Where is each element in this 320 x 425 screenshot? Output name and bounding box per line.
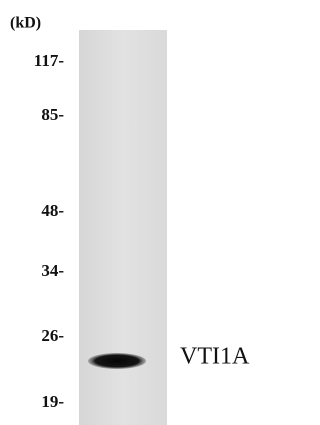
protein-band — [88, 353, 146, 369]
marker-label: 19- — [41, 392, 64, 411]
band-label: VTI1A — [180, 344, 250, 370]
page: (kD) 117- 85- 48- 34- 26- 19- VTI1A (() … — [0, 0, 320, 425]
marker-label: 117- — [34, 51, 65, 70]
marker-label: 34- — [41, 261, 64, 280]
blot-figure: (kD) 117- 85- 48- 34- 26- 19- VTI1A — [0, 0, 281, 425]
marker-label: 85- — [41, 105, 64, 124]
unit-label: (kD) — [10, 15, 41, 32]
marker-label: 48- — [41, 201, 64, 220]
marker-label: 26- — [41, 326, 64, 345]
